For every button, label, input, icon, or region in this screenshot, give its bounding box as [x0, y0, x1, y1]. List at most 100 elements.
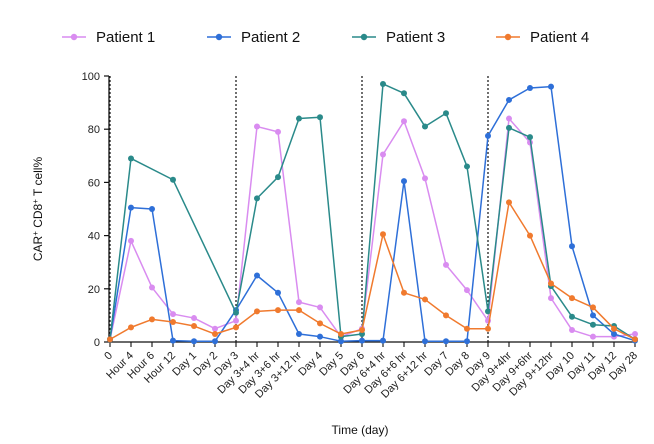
data-point: [506, 199, 512, 206]
dose-marker-lines: [109, 76, 489, 342]
data-point: [401, 178, 407, 185]
data-point: [443, 312, 449, 319]
data-point: [296, 331, 302, 338]
data-point: [296, 307, 302, 314]
data-point: [359, 327, 365, 334]
series-line: [109, 117, 636, 340]
data-point: [401, 118, 407, 125]
data-point: [233, 324, 239, 331]
legend-item: Patient 2: [207, 29, 300, 46]
x-axis-title: Time (day): [332, 423, 389, 437]
data-point: [254, 123, 260, 130]
data-point: [443, 110, 449, 117]
y-tick-label: 80: [88, 124, 100, 136]
series-patient-1: [107, 115, 638, 343]
data-point: [296, 115, 302, 122]
legend-label: Patient 1: [96, 29, 155, 46]
data-point: [254, 308, 260, 315]
series-layer: [107, 80, 638, 345]
data-point: [632, 336, 638, 343]
data-point: [338, 338, 344, 345]
data-point: [422, 338, 428, 345]
y-ticks: 0 20 40 60 80 100: [82, 71, 109, 349]
data-point: [443, 338, 449, 345]
data-point: [149, 284, 155, 291]
data-point: [485, 325, 491, 332]
series-line: [109, 201, 636, 341]
data-point: [527, 232, 533, 239]
data-point: [569, 295, 575, 302]
data-point: [191, 315, 197, 322]
legend-label: Patient 2: [241, 29, 300, 46]
data-point: [233, 317, 239, 324]
data-point: [107, 336, 113, 343]
data-point: [128, 237, 134, 244]
data-point: [338, 331, 344, 338]
data-point: [548, 295, 554, 302]
data-point: [506, 124, 512, 131]
data-point: [401, 90, 407, 97]
data-point: [548, 83, 554, 90]
data-point: [128, 204, 134, 211]
y-tick-label: 40: [88, 231, 100, 243]
data-point: [422, 296, 428, 303]
legend-label: Patient 4: [530, 29, 589, 46]
data-point: [401, 289, 407, 296]
series-line: [109, 85, 636, 342]
data-point: [506, 96, 512, 103]
data-point: [506, 115, 512, 122]
data-point: [170, 176, 176, 183]
data-point: [191, 338, 197, 345]
data-point: [233, 309, 239, 316]
y-tick-label: 0: [94, 337, 100, 349]
data-point: [254, 195, 260, 202]
data-point: [296, 299, 302, 306]
data-point: [632, 331, 638, 338]
data-point: [317, 320, 323, 327]
data-point: [170, 319, 176, 326]
data-point: [128, 155, 134, 162]
data-point: [275, 307, 281, 314]
data-point: [317, 114, 323, 121]
data-point: [464, 338, 470, 345]
data-point: [464, 163, 470, 170]
data-point: [149, 316, 155, 323]
legend-item: Patient 3: [352, 29, 445, 46]
y-tick-label: 60: [88, 177, 100, 189]
data-point: [170, 311, 176, 318]
legend-label: Patient 3: [386, 29, 445, 46]
data-point: [422, 175, 428, 182]
data-point: [485, 308, 491, 315]
data-point: [485, 132, 491, 139]
legend-swatch-marker: [504, 33, 512, 41]
data-point: [380, 231, 386, 238]
legend-swatch-marker: [360, 33, 368, 41]
data-point: [317, 333, 323, 340]
data-point: [212, 338, 218, 345]
data-point: [212, 325, 218, 332]
data-point: [275, 128, 281, 135]
data-point: [359, 337, 365, 344]
legend-item: Patient 4: [496, 29, 589, 46]
data-point: [422, 123, 428, 130]
data-point: [590, 333, 596, 340]
data-point: [443, 261, 449, 268]
data-point: [191, 323, 197, 330]
axes: [108, 76, 637, 343]
x-tick-label: 0: [102, 350, 115, 363]
y-tick-label: 100: [82, 71, 100, 83]
data-point: [590, 321, 596, 328]
data-point: [548, 280, 554, 287]
data-point: [128, 324, 134, 331]
data-point: [611, 325, 617, 332]
data-point: [611, 331, 617, 338]
data-point: [170, 337, 176, 344]
legend-swatch-marker: [70, 33, 78, 41]
y-axis-title: CAR+ CD8+ T cell%: [31, 157, 46, 262]
data-point: [590, 312, 596, 319]
legend-item: Patient 1: [62, 29, 155, 46]
data-point: [464, 325, 470, 332]
data-point: [569, 327, 575, 334]
